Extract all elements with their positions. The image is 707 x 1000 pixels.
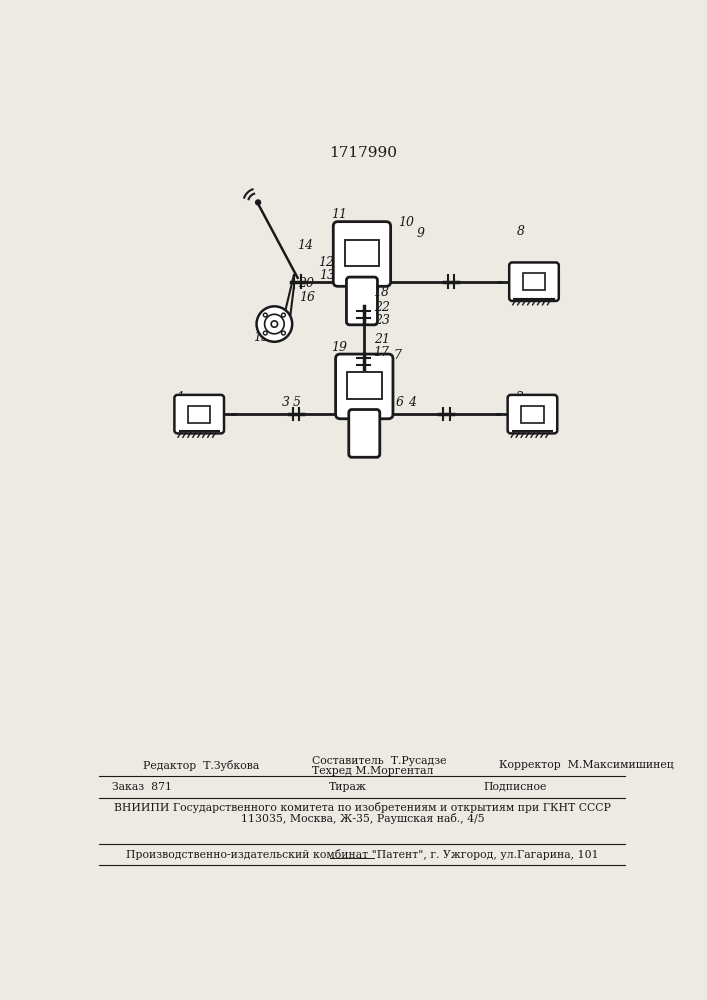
FancyBboxPatch shape [333,222,391,286]
Text: 5: 5 [293,396,301,409]
FancyBboxPatch shape [336,354,393,419]
Bar [344,240,379,266]
Text: 17: 17 [373,346,390,359]
Text: 16: 16 [299,291,315,304]
Text: 19: 19 [331,341,347,354]
Text: 14: 14 [298,239,314,252]
Text: Составитель  Т.Русадзе: Составитель Т.Русадзе [312,756,446,766]
Text: 1717990: 1717990 [329,146,397,160]
Circle shape [271,321,278,327]
Text: 20: 20 [298,277,314,290]
Text: 23: 23 [373,314,390,327]
FancyBboxPatch shape [508,395,557,433]
Bar [521,406,544,423]
Text: 2: 2 [515,391,523,404]
Text: 4: 4 [408,396,416,409]
Text: Редактор  Т.Зубкова: Редактор Т.Зубкова [143,760,259,771]
Text: Техред М.Моргентал: Техред М.Моргентал [312,766,433,776]
Text: 13: 13 [320,269,335,282]
Text: Производственно-издательский комбинат "Патент", г. Ужгород, ул.Гагарина, 101: Производственно-издательский комбинат "П… [127,849,599,860]
Text: 9: 9 [417,227,425,240]
Circle shape [257,306,292,342]
FancyBboxPatch shape [175,395,224,433]
Text: Корректор  М.Максимишинец: Корректор М.Максимишинец [499,760,674,770]
Text: 12: 12 [317,256,334,269]
Text: 10: 10 [398,216,414,229]
FancyBboxPatch shape [346,277,378,325]
Text: 22: 22 [373,301,390,314]
Text: Подписное: Подписное [484,782,547,792]
Bar [188,406,211,423]
Text: 15: 15 [253,331,269,344]
FancyBboxPatch shape [509,262,559,301]
Text: 113035, Москва, Ж-35, Раушская наб., 4/5: 113035, Москва, Ж-35, Раушская наб., 4/5 [241,813,484,824]
Text: 1: 1 [176,391,184,404]
Text: ВНИИПИ Государственного комитета по изобретениям и открытиям при ГКНТ СССР: ВНИИПИ Государственного комитета по изоб… [115,802,611,813]
Text: 6: 6 [396,396,404,409]
Text: 8: 8 [517,225,525,238]
Text: 7: 7 [394,349,402,362]
Circle shape [256,200,260,205]
Text: 18: 18 [373,286,390,299]
Bar [522,273,545,290]
Text: 11: 11 [331,208,347,221]
Text: Тираж: Тираж [329,782,366,792]
Text: Заказ  871: Заказ 871 [112,782,172,792]
Text: 21: 21 [373,333,390,346]
FancyBboxPatch shape [349,410,380,457]
Bar [347,372,382,399]
Text: 3: 3 [281,396,289,409]
